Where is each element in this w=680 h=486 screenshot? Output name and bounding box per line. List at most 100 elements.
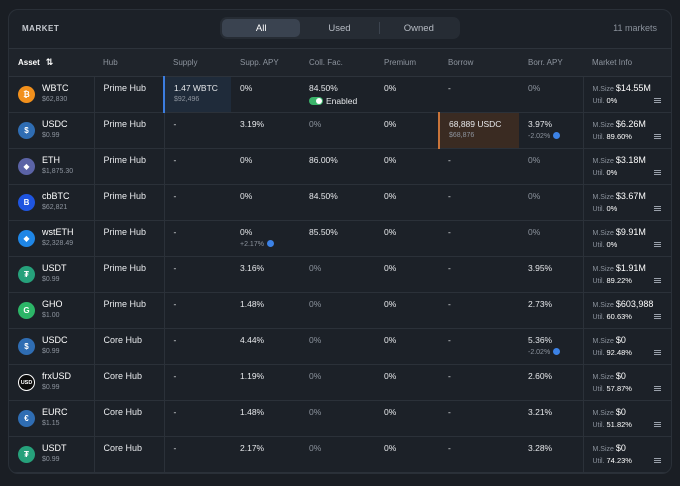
frxusd-icon: USD xyxy=(18,374,35,391)
asset-cell[interactable]: $ USDC $0.99 xyxy=(9,328,95,365)
borrow-cell[interactable]: - xyxy=(439,436,519,473)
menu-icon[interactable] xyxy=(654,386,661,391)
borrow-cell[interactable]: - xyxy=(439,184,519,221)
borrow-amount: - xyxy=(448,263,451,273)
market-size-label: M.Size xyxy=(592,266,614,273)
hub-name: Prime Hub xyxy=(103,191,147,201)
asset-cell[interactable]: ₮ USDT $0.99 xyxy=(9,256,95,293)
table-row[interactable]: B cbBTC $62,821 Prime Hub - 0% 84.50% 0%… xyxy=(9,184,671,221)
borrow-apy-boost: -2.02% xyxy=(528,132,583,140)
menu-icon[interactable] xyxy=(654,350,661,355)
asset-price: $62,821 xyxy=(42,204,68,211)
utilization: Util. 74.23% xyxy=(593,456,672,465)
table-row[interactable]: G GHO $1.00 Prime Hub - 1.48% 0% 0% - 2 xyxy=(9,292,672,329)
supply-cell[interactable]: - xyxy=(164,148,231,185)
supply-apy: 0% xyxy=(240,191,253,201)
asset-cell[interactable]: ₿ WBTC $62,830 xyxy=(9,76,95,113)
tab-all[interactable]: All xyxy=(222,19,301,37)
supply-cell[interactable]: - xyxy=(164,112,231,149)
supply-apy-cell: 1.48% xyxy=(231,400,300,437)
tab-used[interactable]: Used xyxy=(328,22,351,34)
borrow-amount: - xyxy=(448,371,451,381)
menu-icon[interactable] xyxy=(654,242,661,247)
collateral-factor-cell: 86.00% xyxy=(300,148,375,185)
collateral-factor-cell: 0% xyxy=(300,112,375,149)
table-row[interactable]: ₿ WBTC $62,830 Prime Hub 1.47 WBTC $92,4… xyxy=(9,76,671,113)
table-row[interactable]: $ USDC $0.99 Core Hub - 4.44% 0% 0% - 5 xyxy=(9,328,671,365)
borrow-cell[interactable]: - xyxy=(439,292,519,329)
utilization-value: 89.22% xyxy=(606,276,632,285)
borrow-amount: - xyxy=(448,443,451,453)
supply-apy: 1.48% xyxy=(240,299,265,309)
utilization-label: Util. xyxy=(592,170,605,177)
hub-name: Prime Hub xyxy=(103,119,147,129)
filter-tabs: All Used Owned xyxy=(220,17,460,39)
menu-icon[interactable] xyxy=(654,314,661,319)
supply-cell[interactable]: - xyxy=(164,328,231,365)
hub-cell: Prime Hub xyxy=(94,76,165,113)
asset-cell[interactable]: € EURC $1.15 xyxy=(9,400,95,437)
supply-cell[interactable]: 1.47 WBTC $92,496 xyxy=(163,76,231,113)
asset-cell[interactable]: ₮ USDT $0.99 xyxy=(9,436,95,473)
asset-cell[interactable]: ◆ wstETH $2,328.49 xyxy=(9,220,95,257)
menu-icon[interactable] xyxy=(654,458,661,463)
table-row[interactable]: USD frxUSD $0.99 Core Hub - 1.19% 0% 0% … xyxy=(9,364,671,401)
toggle-switch[interactable] xyxy=(309,97,323,105)
asset-cell[interactable]: $ USDC $0.99 xyxy=(9,112,95,149)
borrow-cell[interactable]: - xyxy=(439,220,519,257)
premium-cell: 0% xyxy=(375,292,439,329)
bitcoin-icon: ₿ xyxy=(18,86,35,103)
table-row[interactable]: € EURC $1.15 Core Hub - 1.48% 0% 0% - 3 xyxy=(9,400,671,437)
borrow-cell[interactable]: - xyxy=(439,364,519,401)
column-header-asset[interactable]: Asset ⇅ xyxy=(9,48,94,77)
supply-apy-cell: 1.19% xyxy=(231,364,300,401)
borrow-cell[interactable]: 68,889 USDC $68,876 xyxy=(438,112,519,149)
supply-cell[interactable]: - xyxy=(164,364,231,401)
asset-symbol: GHO xyxy=(42,299,63,309)
column-header-market-info: Market Info xyxy=(583,48,671,77)
asset-cell[interactable]: B cbBTC $62,821 xyxy=(9,184,95,221)
asset-price: $0.99 xyxy=(42,456,60,463)
tab-owned[interactable]: Owned xyxy=(403,22,434,34)
borrow-cell[interactable]: - xyxy=(439,400,519,437)
asset-price: $0.99 xyxy=(42,276,60,283)
supply-cell[interactable]: - xyxy=(164,400,231,437)
supply-cell[interactable]: - xyxy=(164,436,231,473)
sort-icon[interactable]: ⇅ xyxy=(45,57,54,67)
utilization-value: 0% xyxy=(606,204,618,213)
borrow-cell[interactable]: - xyxy=(439,256,519,293)
asset-symbol: frxUSD xyxy=(42,371,71,381)
table-row[interactable]: ₮ USDT $0.99 Prime Hub - 3.16% 0% 0% - xyxy=(9,256,671,293)
table-row[interactable]: ◆ ETH $1,875.30 Prime Hub - 0% 86.00% 0%… xyxy=(9,148,671,185)
borrow-cell[interactable]: - xyxy=(439,76,519,113)
supply-cell[interactable]: - xyxy=(164,292,231,329)
menu-icon[interactable] xyxy=(654,134,661,139)
asset-cell[interactable]: USD frxUSD $0.99 xyxy=(9,364,95,401)
supply-cell[interactable]: - xyxy=(164,256,231,293)
menu-icon[interactable] xyxy=(654,170,661,175)
borrow-cell[interactable]: - xyxy=(439,148,519,185)
menu-icon[interactable] xyxy=(654,278,661,283)
borrow-amount: - xyxy=(448,299,451,309)
column-header-label: Asset xyxy=(18,58,40,67)
market-size: M.Size $603,988 xyxy=(593,299,672,309)
borrow-apy: 2.60% xyxy=(528,371,553,381)
tab-divider xyxy=(378,22,380,34)
supply-cell[interactable]: - xyxy=(164,220,231,257)
supply-cell[interactable]: - xyxy=(164,184,231,221)
menu-icon[interactable] xyxy=(654,206,661,211)
premium-cell: 0% xyxy=(375,256,439,293)
table-row[interactable]: $ USDC $0.99 Prime Hub - 3.19% 0% 0% 68,… xyxy=(9,112,672,149)
market-size-label: M.Size xyxy=(592,158,614,165)
collateral-toggle[interactable]: Enabled xyxy=(309,96,357,106)
table-row[interactable]: ◆ wstETH $2,328.49 Prime Hub - 0% +2.17%… xyxy=(9,220,671,257)
borrow-amount: - xyxy=(448,191,451,201)
market-size-label: M.Size xyxy=(592,446,614,453)
borrow-cell[interactable]: - xyxy=(439,328,519,365)
utilization: Util. 89.60% xyxy=(593,132,672,141)
menu-icon[interactable] xyxy=(654,422,661,427)
asset-cell[interactable]: ◆ ETH $1,875.30 xyxy=(9,148,95,185)
asset-cell[interactable]: G GHO $1.00 xyxy=(9,292,95,329)
table-row[interactable]: ₮ USDT $0.99 Core Hub - 2.17% 0% 0% - 3 xyxy=(9,436,672,473)
menu-icon[interactable] xyxy=(654,98,661,103)
